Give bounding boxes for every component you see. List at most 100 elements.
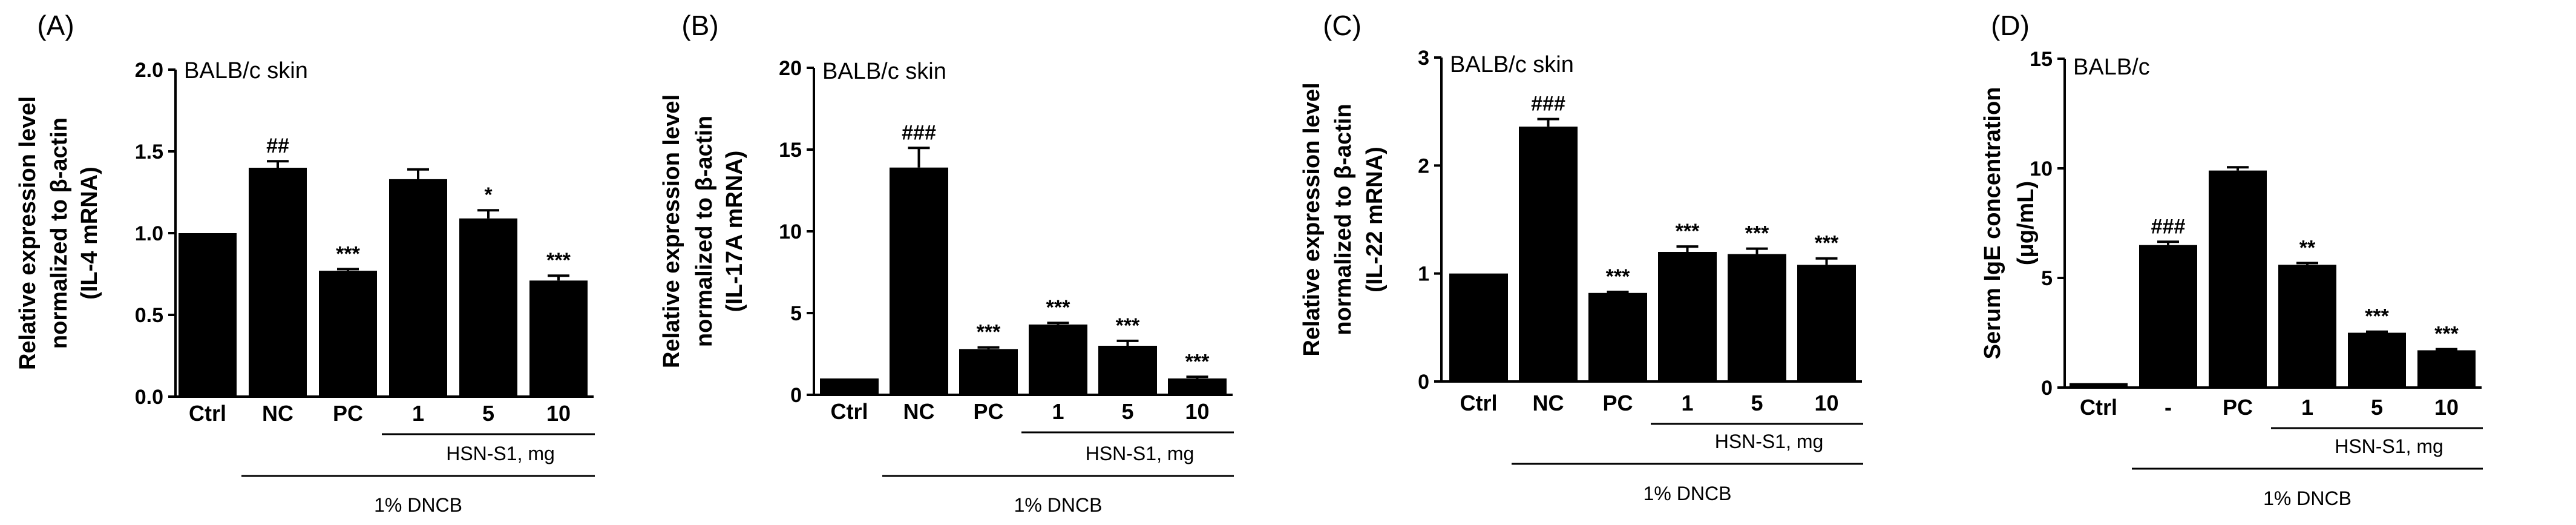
y-tick-label: 0.5 [135, 304, 163, 327]
x-category-label: Ctrl [831, 399, 868, 424]
bar-10 [529, 280, 588, 397]
x-category-label: 1 [2301, 395, 2313, 420]
treatment-label: 1% DNCB [2263, 487, 2352, 509]
y-tick-label: 1.5 [135, 140, 163, 163]
dose-group-label: HSN-S1, mg [2335, 435, 2443, 457]
significance-label: *** [1116, 314, 1140, 337]
dose-group-label: HSN-S1, mg [1715, 431, 1824, 452]
chart-panel-1: (B) Relative expression level normalized t… [659, 10, 1234, 516]
significance-label: ### [2151, 215, 2186, 238]
significance-label: *** [546, 249, 571, 272]
y-tick-label: 0 [790, 384, 802, 407]
y-tick-label: 0 [1418, 371, 1429, 394]
x-category-label: PC [973, 399, 1003, 424]
bar-1 [389, 179, 447, 397]
x-category-label: NC [903, 399, 935, 424]
x-category-label: PC [333, 401, 363, 426]
significance-label: ## [266, 134, 289, 157]
x-category-label: 5 [1121, 399, 1133, 424]
panel-letter: (D) [1991, 10, 2030, 41]
y-tick-label: 15 [2030, 48, 2053, 71]
x-category-label: 1 [1681, 391, 1693, 415]
bar-5 [1098, 346, 1157, 395]
chart-panel-0: (A) Relative expression level normalized t… [15, 10, 595, 516]
y-tick-label: 10 [779, 220, 802, 243]
significance-label: *** [1185, 350, 1210, 373]
chart-title: BALB/c [2073, 54, 2150, 80]
x-category-label: 10 [1814, 391, 1838, 415]
bar-Ctrl [2070, 383, 2128, 388]
significance-label: *** [1745, 222, 1769, 245]
dose-group-label: HSN-S1, mg [1086, 443, 1195, 464]
bar-5 [459, 218, 517, 397]
y-axis-label: (IL-4 mRNA) [77, 167, 102, 300]
y-tick-label: 5 [790, 302, 802, 325]
x-category-label: Ctrl [1460, 391, 1498, 415]
x-category-label: Ctrl [189, 401, 226, 426]
y-tick-label: 2 [1418, 154, 1429, 177]
y-tick-label: 3 [1418, 47, 1429, 70]
x-category-label: Ctrl [2080, 395, 2117, 420]
treatment-label: 1% DNCB [1644, 483, 1732, 504]
panel-letter: (A) [37, 10, 74, 41]
x-category-label: 5 [1751, 391, 1763, 415]
x-category-label: 5 [482, 401, 494, 426]
significance-label: *** [2434, 323, 2459, 346]
significance-label: *** [977, 321, 1001, 344]
dose-group-label: HSN-S1, mg [446, 443, 555, 464]
significance-label: ### [902, 121, 936, 144]
y-axis-label: normalized to β-actin [692, 116, 717, 347]
bar-Ctrl [1449, 273, 1508, 381]
y-axis-label: normalized to β-actin [47, 117, 72, 349]
x-category-label: 1 [412, 401, 424, 426]
x-category-label: PC [2223, 395, 2253, 420]
x-category-label: NC [1533, 391, 1564, 415]
bar-1 [1029, 324, 1087, 395]
y-axis-label: Serum IgE concentration [1980, 87, 2005, 360]
significance-label: *** [2365, 305, 2389, 328]
bar-10 [2417, 350, 2476, 388]
y-axis-label: normalized to β-actin [1331, 104, 1356, 335]
y-axis-label: Relative expression level [15, 96, 41, 370]
y-tick-label: 5 [2041, 267, 2053, 290]
chart-title: BALB/c skin [822, 59, 946, 84]
significance-label: ### [1531, 93, 1565, 116]
y-axis-label: (μg/mL) [2013, 181, 2039, 265]
bar-NC [890, 167, 948, 395]
bar-NC [1519, 127, 1578, 381]
significance-label: *** [1046, 296, 1070, 319]
significance-label: *** [1606, 265, 1630, 288]
bar-PC [2209, 170, 2267, 388]
bar-10 [1797, 265, 1856, 381]
significance-label: *** [1815, 232, 1839, 255]
bar-Ctrl [179, 233, 237, 397]
y-tick-label: 0.0 [135, 386, 163, 409]
y-axis-label: (IL-17A mRNA) [722, 151, 747, 312]
x-category-label: 1 [1052, 399, 1064, 424]
bar-Ctrl [820, 378, 879, 395]
significance-label: ** [2299, 236, 2316, 259]
bar-10 [1168, 378, 1227, 395]
bar-PC [319, 271, 377, 397]
significance-label: *** [336, 242, 360, 265]
x-category-label: 5 [2371, 395, 2383, 420]
y-axis-label: Relative expression level [1299, 82, 1325, 356]
y-tick-label: 2.0 [135, 59, 163, 82]
x-category-label: PC [1602, 391, 1633, 415]
bar-PC [1588, 292, 1647, 381]
chart-title: BALB/c skin [1450, 52, 1574, 78]
chart-panel-2: (C) Relative expression level normalized t… [1299, 10, 1863, 504]
y-tick-label: 15 [779, 139, 802, 162]
y-tick-label: 1.0 [135, 222, 163, 245]
x-category-label: 10 [1185, 399, 1209, 424]
y-tick-label: 0 [2041, 377, 2053, 400]
y-axis-label: Relative expression level [659, 94, 684, 368]
significance-label: * [484, 183, 493, 206]
treatment-label: 1% DNCB [1014, 494, 1103, 516]
x-category-label: 10 [2434, 395, 2459, 420]
bar-5 [1728, 254, 1786, 381]
panel-letter: (C) [1323, 10, 1362, 41]
significance-label: *** [1676, 220, 1700, 243]
